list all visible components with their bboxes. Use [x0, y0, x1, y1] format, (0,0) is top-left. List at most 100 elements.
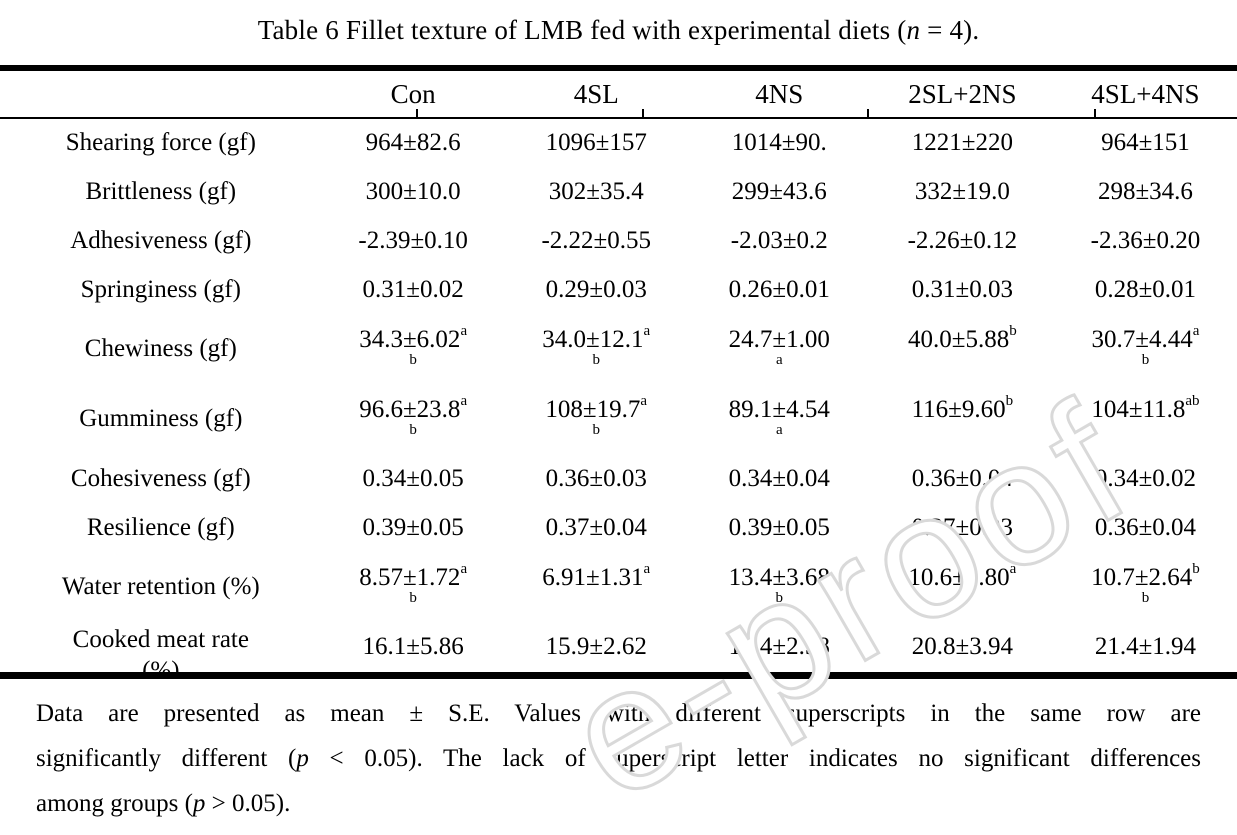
value-cell: 16.1±5.86	[322, 622, 505, 676]
value-cell: 0.39±0.05	[322, 503, 505, 552]
caption-n-italic: n	[906, 15, 921, 45]
mean-se-value: 40.0±5.88b	[907, 323, 1017, 353]
row-label: Springiness (gf)	[80, 275, 242, 303]
mean-se-value: 0.28±0.01	[1094, 275, 1197, 303]
mean-se-value: 20.8±3.94	[911, 633, 1013, 661]
row-label: Shearing force (gf)	[65, 129, 256, 157]
footnote-line2-post: < 0.05). The lack of superscript letter …	[308, 745, 1201, 772]
row-label-line2-clipped: (%)	[142, 657, 180, 672]
table-row: Springiness (gf) 0.31±0.02 0.29±0.03 0.26±0…	[0, 265, 1237, 314]
mean-se-value: 96.6±23.8a	[359, 393, 468, 423]
value-cell: 15.9±2.62	[505, 622, 688, 676]
value-cell: 96.6±23.8a b	[322, 384, 505, 454]
mean-se-value: 21.4±1.94	[1094, 633, 1197, 661]
value-cell: 89.1±4.54 a	[688, 384, 871, 454]
value-cell: 0.34±0.02	[1054, 454, 1237, 503]
mean-se-value: 1096±157	[545, 129, 647, 157]
mean-se-value: 8.57±1.72a	[359, 561, 468, 591]
mean-se-value: 0.26±0.01	[728, 275, 830, 303]
mean-se-value: 10.6±2.80a	[908, 561, 1017, 591]
footnote-line2-p-italic: p	[296, 745, 309, 772]
wrapped-superscript: b	[409, 590, 417, 607]
value-cell: 0.29±0.03	[505, 265, 688, 314]
mean-se-value: 332±19.0	[914, 177, 1010, 205]
value-cell: 40.0±5.88b	[871, 314, 1054, 384]
value-cell: -2.36±0.20	[1054, 216, 1237, 265]
value-cell: 302±35.4	[505, 167, 688, 216]
value-cell: 30.7±4.44a b	[1054, 314, 1237, 384]
table-caption: Table 6 Fillet texture of LMB fed with e…	[0, 0, 1237, 65]
row-label: Brittleness (gf)	[85, 177, 237, 205]
value-cell: 0.34±0.05	[322, 454, 505, 503]
value-cell: 0.37±0.03	[871, 503, 1054, 552]
wrapped-superscript: a	[775, 352, 783, 369]
mean-se-value: 0.29±0.03	[545, 275, 647, 303]
mean-se-value: 30.7±4.44a	[1091, 323, 1200, 353]
value-cell: 300±10.0	[322, 167, 505, 216]
mean-se-value: 108±19.7a	[545, 393, 648, 423]
mean-se-value: 300±10.0	[365, 177, 461, 205]
mean-se-value: 964±82.6	[365, 129, 461, 157]
mean-se-value: -2.22±0.55	[541, 226, 651, 254]
value-cell: 0.36±0.03	[505, 454, 688, 503]
table-row: Chewiness (gf) 34.3±6.02a b 34.0±12.1a b 24.7…	[0, 314, 1237, 384]
wrapped-superscript: b	[409, 352, 417, 369]
footnote-line3-p-italic: p	[192, 790, 206, 817]
mean-se-value: 0.39±0.05	[362, 513, 464, 541]
value-cell: 1221±220	[871, 118, 1054, 167]
footnote-line2: significantly different (p < 0.05). The …	[36, 736, 1201, 781]
mean-se-value: 19.4±2.58	[728, 633, 830, 661]
wrapped-superscript: b	[592, 422, 600, 439]
mean-se-value: 299±43.6	[731, 177, 827, 205]
value-cell: 0.31±0.02	[322, 265, 505, 314]
table-row: Adhesiveness (gf) -2.39±0.10 -2.22±0.55 -2.…	[0, 216, 1237, 265]
value-cell: 13.4±3.68 b	[688, 552, 871, 622]
value-cell: 0.31±0.03	[871, 265, 1054, 314]
mean-se-value: 964±151	[1101, 129, 1190, 157]
row-label-line1: Cooked meat rate	[72, 626, 249, 653]
value-cell: 0.39±0.05	[688, 503, 871, 552]
value-cell: -2.26±0.12	[871, 216, 1054, 265]
value-cell: 116±9.60b	[871, 384, 1054, 454]
mean-se-value: 13.4±3.68	[728, 563, 830, 591]
column-header: 4SL+4NS	[1053, 68, 1237, 119]
mean-se-value: 0.34±0.02	[1094, 464, 1197, 492]
wrapped-superscript	[871, 353, 1054, 372]
significance-superscript: b	[1009, 323, 1017, 340]
value-cell: 10.7±2.64b b	[1054, 552, 1237, 622]
value-cell: 0.34±0.04	[688, 454, 871, 503]
footnote-line3: among groups (p > 0.05).	[36, 781, 1201, 826]
value-cell: 8.57±1.72a b	[322, 552, 505, 622]
mean-se-value: 0.36±0.04	[911, 464, 1013, 492]
value-cell: 1014±90.	[688, 118, 871, 167]
row-label: Cooked meat rate (%)	[0, 622, 322, 676]
value-cell: 332±19.0	[871, 167, 1054, 216]
table-row: Shearing force (gf) 964±82.6 1096±157 1014±…	[0, 118, 1237, 167]
mean-se-value: -2.03±0.2	[730, 226, 828, 254]
value-cell: 24.7±1.00 a	[688, 314, 871, 384]
value-cell: 6.91±1.31a	[505, 552, 688, 622]
mean-se-value: 0.31±0.03	[911, 275, 1013, 303]
footnote-line2-pre: significantly different (	[36, 745, 297, 772]
mean-se-value: 116±9.60b	[911, 393, 1014, 423]
significance-superscript: a	[643, 561, 651, 578]
wrapped-superscript	[505, 591, 688, 610]
value-cell: 0.36±0.04	[1054, 503, 1237, 552]
significance-superscript: a	[460, 393, 468, 410]
mean-se-value: 104±11.8ab	[1091, 393, 1200, 423]
mean-se-value: 302±35.4	[548, 177, 644, 205]
wrapped-superscript: b	[958, 590, 967, 607]
significance-superscript: b	[1005, 393, 1014, 410]
mean-se-value: -2.39±0.10	[358, 226, 468, 254]
value-cell: 0.36±0.04	[871, 454, 1054, 503]
significance-superscript: a	[640, 393, 648, 410]
value-cell: 19.4±2.58	[688, 622, 871, 676]
column-header: 4NS	[687, 68, 871, 119]
header-row: Con 4SL 4NS 2SL+2NS 4SL+4NS	[0, 68, 1237, 119]
wrapped-superscript: b	[592, 352, 600, 369]
column-header: 2SL+2NS	[870, 68, 1054, 119]
data-table-container: Con 4SL 4NS 2SL+2NS 4SL+4NS Shearing force (…	[0, 65, 1237, 679]
row-label: Adhesiveness (gf)	[70, 226, 252, 254]
wrapped-superscript	[871, 423, 1054, 442]
